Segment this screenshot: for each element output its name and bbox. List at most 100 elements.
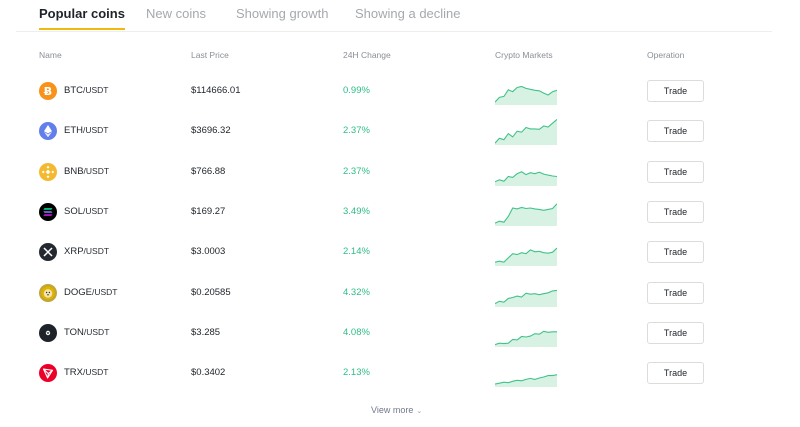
trade-button[interactable]: Trade [647, 281, 704, 304]
table-row[interactable]: TRX/USDT $0.3402 2.13% Trade [0, 353, 800, 393]
bitcoin-icon: Ƀ [39, 82, 57, 100]
pair-base: BNB [64, 165, 84, 177]
trade-button[interactable]: Trade [647, 321, 704, 344]
trade-button[interactable]: Trade [647, 241, 704, 264]
pair-quote: /USDT [83, 246, 110, 257]
trading-pair: TON/USDT [64, 327, 109, 338]
xrp-icon [39, 243, 57, 262]
trade-button-label: Trade [663, 368, 688, 379]
sparkline-area [495, 248, 557, 267]
pair-quote: /USDT [83, 367, 109, 378]
table-row[interactable]: Ƀ BTC/USDT $114666.01 0.99% Trade [0, 71, 800, 111]
pair-base: ETH [64, 125, 83, 137]
svg-text:Ƀ: Ƀ [44, 85, 52, 98]
tab-showing-growth[interactable]: Showing growth [236, 6, 329, 21]
dogecoin-icon [39, 283, 57, 302]
trading-pair: XRP/USDT [64, 246, 109, 257]
trade-button[interactable]: Trade [647, 362, 704, 385]
trading-pair: DOGE/USDT [64, 287, 117, 298]
active-tab-underline [39, 28, 125, 30]
sparkline-line [495, 374, 557, 385]
tron-icon [39, 364, 57, 383]
price-sparkline [495, 330, 557, 347]
trading-pair: BTC/USDT [64, 85, 109, 96]
last-price: $3.285 [191, 326, 221, 338]
sparkline-line [495, 85, 557, 103]
last-price: $0.20585 [191, 286, 231, 298]
change-24h: 4.08% [343, 326, 370, 338]
sparkline-area [495, 171, 557, 186]
header-24h-change: 24H Change [343, 50, 391, 60]
pair-base: DOGE [64, 286, 92, 298]
trade-button[interactable]: Trade [647, 160, 704, 183]
sparkline-line [495, 119, 557, 144]
sparkline-line [495, 203, 557, 224]
sparkline-line [495, 289, 557, 304]
header-name: Name [39, 50, 62, 60]
pair-quote: /USDT [83, 326, 110, 337]
last-price: $766.88 [191, 165, 226, 177]
pair-quote: /USDT [83, 85, 109, 95]
trade-button-label: Trade [663, 86, 688, 96]
tab-showing-decline[interactable]: Showing a decline [355, 6, 461, 21]
table-row[interactable]: ETH/USDT $3696.32 2.37% Trade [0, 111, 800, 151]
sparkline-area [495, 331, 557, 347]
view-more-label: View more [371, 405, 414, 415]
pair-quote: /USDT [83, 205, 109, 216]
last-price: $114666.01 [191, 85, 241, 96]
pair-quote: /USDT [91, 286, 118, 297]
header-operation: Operation [647, 50, 685, 60]
change-24h: 2.37% [343, 165, 370, 177]
price-sparkline [495, 170, 557, 186]
trade-button-label: Trade [663, 287, 688, 298]
last-price: $169.27 [191, 205, 226, 217]
ton-icon [39, 323, 57, 342]
trade-button[interactable]: Trade [647, 80, 704, 102]
change-24h: 2.13% [343, 367, 370, 379]
trade-button-label: Trade [663, 327, 688, 338]
trade-button-label: Trade [663, 247, 688, 258]
header-crypto-markets: Crypto Markets [495, 50, 553, 60]
solana-icon [39, 202, 57, 221]
change-24h: 4.32% [343, 286, 370, 298]
pair-quote: /USDT [83, 125, 109, 136]
ethereum-icon [39, 122, 57, 141]
pair-base: XRP [64, 246, 84, 258]
tab-new-coins[interactable]: New coins [146, 6, 206, 21]
table-row[interactable]: DOGE/USDT $0.20585 4.32% Trade [0, 273, 800, 313]
trade-button[interactable]: Trade [647, 120, 704, 143]
sparkline-line [495, 330, 557, 345]
header-last-price: Last Price [191, 50, 229, 60]
table-row[interactable]: SOL/USDT $169.27 3.49% Trade [0, 192, 800, 232]
tab-showing-decline-label: Showing a decline [355, 6, 461, 21]
price-sparkline [495, 85, 557, 105]
last-price: $3696.32 [191, 125, 231, 137]
pair-quote: /USDT [83, 165, 110, 176]
pair-base: TRX [64, 367, 83, 379]
view-more-link[interactable]: View more ⌄ [371, 405, 422, 415]
pair-base: TON [64, 326, 84, 338]
change-24h: 2.37% [343, 125, 370, 137]
trading-pair: SOL/USDT [64, 206, 109, 217]
price-sparkline [495, 119, 557, 146]
bnb-icon [39, 162, 57, 181]
change-24h: 3.49% [343, 205, 370, 217]
last-price: $3.0003 [191, 246, 226, 258]
sparkline-line [495, 170, 557, 182]
pair-base: BTC [64, 85, 83, 96]
chevron-down-icon: ⌄ [416, 408, 423, 415]
pair-base: SOL [64, 205, 84, 217]
tab-popular-coins[interactable]: Popular coins [39, 6, 125, 30]
table-row[interactable]: BNB/USDT $766.88 2.37% Trade [0, 152, 800, 192]
price-sparkline [495, 289, 557, 307]
trading-pair: BNB/USDT [64, 166, 109, 177]
sparkline-area [495, 119, 557, 146]
trade-button-label: Trade [663, 166, 688, 177]
trade-button-label: Trade [663, 206, 688, 217]
table-row[interactable]: TON/USDT $3.285 4.08% Trade [0, 313, 800, 353]
price-sparkline [495, 374, 557, 388]
trade-button[interactable]: Trade [647, 200, 704, 223]
table-row[interactable]: XRP/USDT $3.0003 2.14% Trade [0, 232, 800, 272]
sparkline-area [495, 374, 557, 388]
change-24h: 2.14% [343, 246, 370, 258]
